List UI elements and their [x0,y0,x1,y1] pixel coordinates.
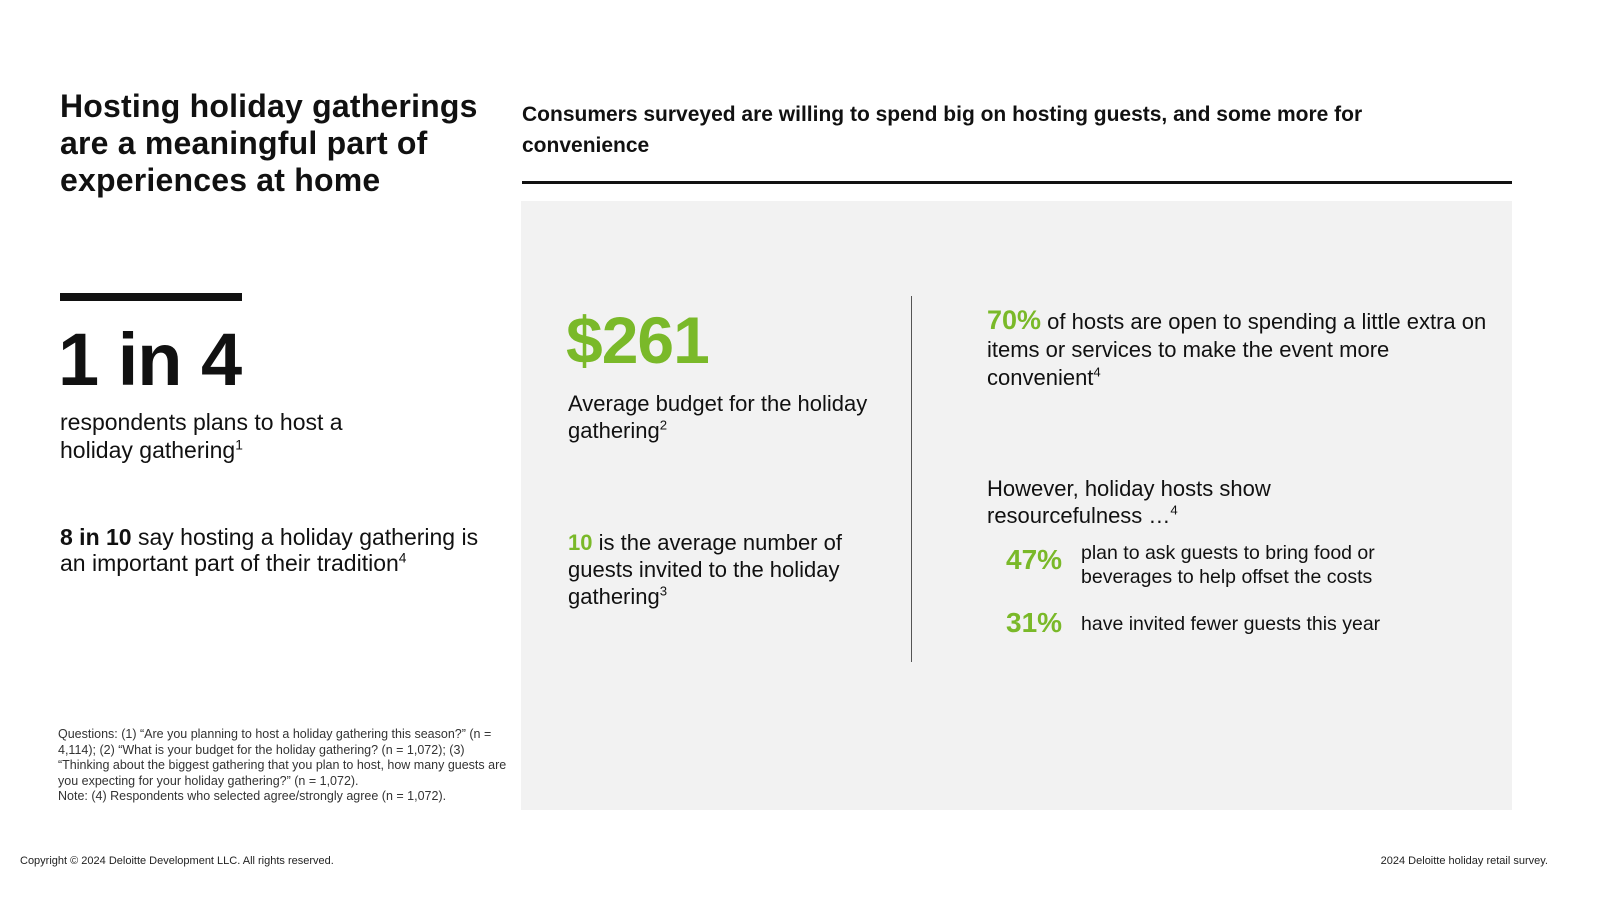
tradition-stat-value: 8 in 10 [60,524,132,550]
footnotes: Questions: (1) “Are you planning to host… [58,727,508,805]
resourcefulness-text: However, holiday hosts show resourcefuln… [987,476,1271,528]
source-note: 2024 Deloitte holiday retail survey. [1380,855,1548,867]
section-subtitle: Consumers surveyed are willing to spend … [522,103,1363,157]
tradition-stat: 8 in 10 say hosting a holiday gathering … [60,524,500,576]
guests-value: 10 [568,530,593,555]
footnote-note: Note: (4) Respondents who selected agree… [58,789,447,804]
stat-row: 31% have invited fewer guests this year [1006,606,1456,656]
hosts-pct: 70% [987,305,1042,335]
footnote-ref: 4 [1093,364,1101,380]
budget-label: Average budget for the holiday gathering [568,391,868,443]
hosts-convenience-stat: 70% of hosts are open to spending a litt… [987,306,1487,392]
budget-description: Average budget for the holiday gathering… [568,390,868,444]
footnote-ref: 4 [398,550,407,566]
stat-text: have invited fewer guests this year [1081,613,1381,635]
guests-stat: 10 is the average number of guests invit… [568,529,878,610]
tradition-stat-text: say hosting a holiday gathering is an im… [60,524,479,576]
big-stat-description: respondents plans to host a holiday gath… [60,408,390,464]
budget-value: $261 [566,303,710,377]
footnote-ref: 3 [659,583,668,599]
hosts-text: of hosts are open to spending a little e… [987,309,1487,390]
footnote-questions: Questions: (1) “Are you planning to host… [58,727,507,788]
title-divider [60,293,242,301]
resourcefulness-heading: However, holiday hosts show resourcefuln… [987,475,1387,529]
stat-pct: 47% [1006,544,1063,575]
subtitle-divider [522,181,1512,184]
guests-text: is the average number of guests invited … [568,530,842,609]
stats-panel [521,201,1512,810]
panel-divider [911,296,912,662]
footnote-ref: 1 [235,437,243,453]
big-stat: 1 in 4 [58,318,242,401]
big-stat-text: respondents plans to host a holiday gath… [60,409,343,463]
stat-row: 47% plan to ask guests to bring food or … [1006,541,1456,591]
footnote-ref: 2 [659,417,668,433]
stat-text: plan to ask guests to bring food or beve… [1081,542,1375,588]
footnote-ref: 4 [1170,502,1178,518]
copyright: Copyright © 2024 Deloitte Development LL… [20,855,334,867]
stat-pct: 31% [1006,607,1063,638]
page-title: Hosting holiday gatherings are a meaning… [60,88,478,198]
